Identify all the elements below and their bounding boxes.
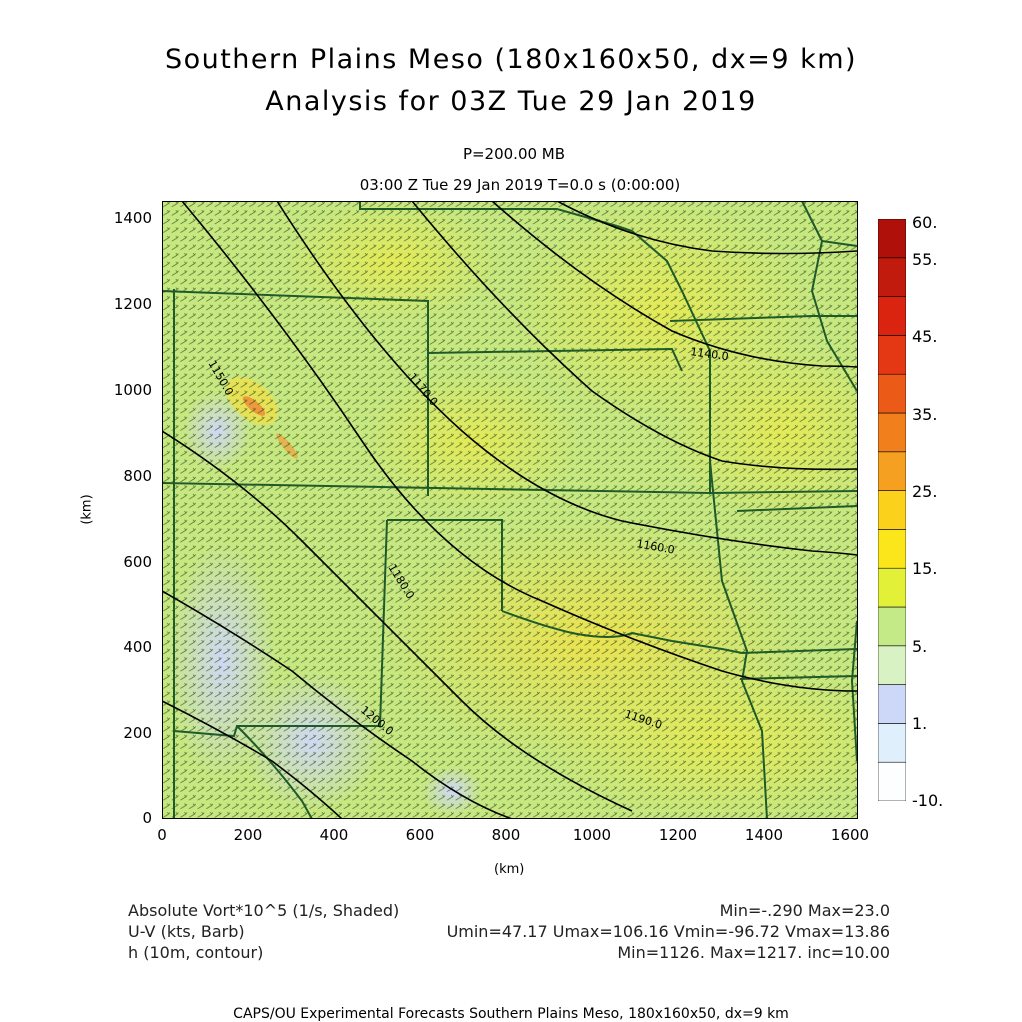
- height-range: Min=1126. Max=1217. inc=10.00: [617, 943, 890, 962]
- colorbar-segment: [878, 412, 906, 453]
- colorbar-segment: [878, 219, 906, 259]
- x-axis-unit: (km): [494, 862, 525, 877]
- colorbar-segment: [878, 529, 906, 569]
- valid-time-label: 03:00 Z Tue 29 Jan 2019 T=0.0 s (0:00:00…: [359, 176, 681, 194]
- height-contours: [162, 201, 858, 819]
- x-tick-1000: 1000: [572, 826, 612, 844]
- colorbar-label-45: 45.: [912, 327, 938, 346]
- colorbar-label-15: 15.: [912, 559, 938, 578]
- wind-range: Umin=47.17 Umax=106.16 Vmin=-96.72 Vmax=…: [446, 922, 890, 941]
- colorbar-segment: [878, 645, 906, 685]
- colorbar-label-minus10: -10.: [912, 791, 944, 810]
- colorbar-segment: [878, 373, 906, 414]
- contour-label-1140: 1140.0: [690, 345, 730, 363]
- x-tick-1200: 1200: [658, 826, 698, 844]
- colorbar-label-55: 55.: [912, 250, 938, 269]
- colorbar-segment: [878, 723, 906, 763]
- field-label-wind: U-V (kts, Barb): [128, 922, 245, 941]
- x-tick-400: 400: [319, 826, 349, 844]
- y-tick-800: 800: [123, 467, 152, 485]
- y-tick-1400: 1400: [113, 209, 152, 227]
- colorbar-segment: [878, 606, 906, 647]
- y-tick-200: 200: [123, 724, 152, 742]
- colorbar-segment: [878, 567, 906, 608]
- y-axis-unit: (km): [79, 494, 95, 525]
- credit-line: CAPS/OU Experimental Forecasts Southern …: [233, 1006, 789, 1022]
- main-title: Southern Plains Meso (180x160x50, dx=9 k…: [164, 44, 858, 75]
- colorbar-label-60: 60.: [912, 213, 938, 232]
- x-tick-600: 600: [405, 826, 435, 844]
- state-borders: [162, 201, 858, 819]
- colorbar-segment: [878, 761, 906, 801]
- x-tick-200: 200: [233, 826, 263, 844]
- y-tick-1200: 1200: [113, 295, 152, 313]
- y-tick-1000: 1000: [113, 381, 152, 399]
- y-tick-0: 0: [142, 809, 152, 827]
- x-tick-1400: 1400: [744, 826, 784, 844]
- x-tick-0: 0: [157, 826, 167, 844]
- y-tick-600: 600: [123, 553, 152, 571]
- colorbar-segment: [878, 296, 906, 336]
- colorbar-segment: [878, 490, 906, 530]
- analysis-time-title: Analysis for 03Z Tue 29 Jan 2019: [265, 86, 757, 117]
- pressure-level-label: P=200.00 MB: [462, 145, 566, 163]
- plot-frame: [162, 201, 858, 819]
- colorbar-label-5: 5.: [912, 637, 928, 656]
- vorticity-map: 1140.0 1150.0 1160.0 1170.0 1180.0 1190.…: [162, 201, 858, 819]
- field-label-height: h (10m, contour): [128, 943, 264, 962]
- colorbar-segment: [878, 451, 906, 491]
- colorbar-label-35: 35.: [912, 405, 938, 424]
- colorbar-segment: [878, 335, 906, 375]
- colorbar-label-1: 1.: [912, 714, 928, 733]
- colorbar-segment: [878, 257, 906, 297]
- y-tick-400: 400: [123, 638, 152, 656]
- x-tick-800: 800: [491, 826, 521, 844]
- colorbar-segment: [878, 684, 906, 724]
- field-label-vorticity: Absolute Vort*10^5 (1/s, Shaded): [128, 901, 400, 920]
- colorbar-label-25: 25.: [912, 482, 938, 501]
- x-tick-1600: 1600: [830, 826, 870, 844]
- vorticity-range: Min=-.290 Max=23.0: [719, 901, 890, 920]
- colorbar: [878, 219, 906, 801]
